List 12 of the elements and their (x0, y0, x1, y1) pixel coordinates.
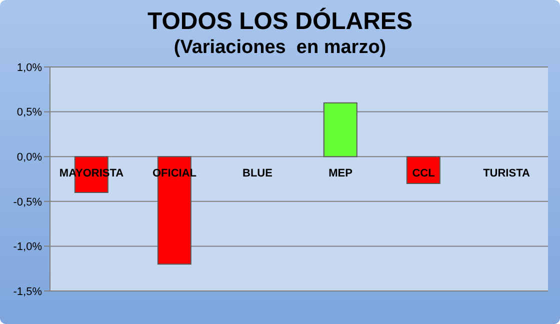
x-tick-label: CCL (412, 168, 436, 180)
x-tick-label: TURISTA (483, 168, 530, 180)
x-tick-label: MEP (328, 168, 352, 180)
y-tick-label: -1,0% (13, 241, 42, 254)
chart-title: TODOS LOS DÓLARES (146, 8, 414, 36)
y-tick-label: -1,5% (13, 286, 42, 298)
y-tick-label: -0,5% (13, 196, 42, 208)
x-tick-label: BLUE (242, 168, 272, 180)
y-tick-label: 0,5% (16, 106, 42, 119)
chart-subtitle: (Variaciones en marzo) (172, 37, 388, 59)
y-tick-label: 0,0% (16, 152, 42, 164)
y-tick-label: 1,0% (16, 62, 42, 74)
